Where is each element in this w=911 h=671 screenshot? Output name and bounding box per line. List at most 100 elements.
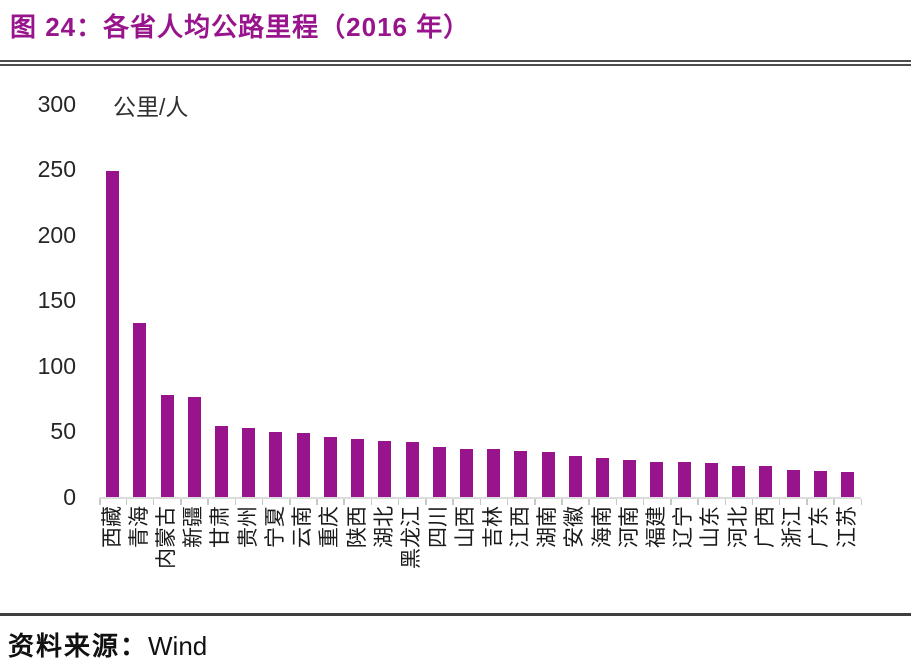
x-axis-label: 贵州: [236, 506, 260, 548]
title-divider: [0, 60, 911, 66]
y-axis-tick-label: 250: [37, 156, 76, 182]
y-axis-tick-label: 100: [37, 352, 76, 379]
category-cell: 贵州: [235, 104, 264, 548]
bar: [323, 436, 337, 497]
x-axis-label: 河南: [617, 506, 641, 548]
category-cell: 青海: [126, 104, 155, 548]
x-axis-label: 浙江: [781, 506, 805, 548]
category-cell: 广东: [807, 104, 836, 548]
x-axis-label: 江苏: [835, 506, 859, 548]
x-axis-label: 辽宁: [672, 506, 696, 548]
bar: [378, 440, 392, 497]
x-axis-label: 云南: [291, 506, 315, 548]
bar: [214, 426, 228, 497]
x-axis-label: 福建: [644, 506, 668, 548]
source-value: Wind: [148, 631, 208, 661]
source-label: 资料来源：: [8, 632, 149, 661]
x-axis-label: 陕西: [345, 506, 369, 548]
bar: [541, 452, 555, 497]
bar: [596, 457, 610, 497]
bar: [459, 448, 473, 497]
bar: [677, 461, 691, 497]
category-cell: 内蒙古: [153, 104, 182, 569]
bar: [106, 170, 120, 497]
category-cell: 山西: [453, 104, 482, 548]
category-cell: 河北: [725, 104, 754, 548]
category-cell: 江西: [507, 104, 536, 548]
bar: [242, 427, 256, 497]
x-axis-label: 四川: [427, 506, 451, 548]
category-cell: 西藏: [99, 104, 128, 548]
category-cell: 陕西: [344, 104, 373, 548]
x-axis-label: 河北: [726, 506, 750, 548]
bar: [786, 469, 800, 497]
x-axis-label: 新疆: [182, 506, 206, 548]
bar: [759, 465, 773, 497]
bar: [296, 432, 310, 497]
category-cell: 云南: [290, 104, 318, 548]
x-axis-label: 山东: [699, 506, 723, 548]
bar: [568, 456, 582, 497]
x-axis-label: 吉林: [481, 506, 505, 548]
bar: [487, 448, 501, 497]
x-axis-label: 湖北: [372, 506, 396, 548]
bar: [514, 451, 528, 497]
category-cell: 江苏: [834, 104, 863, 548]
category-cell: 湖北: [371, 104, 400, 548]
x-axis-label: 安徽: [563, 506, 587, 548]
category-cell: 浙江: [779, 104, 808, 548]
x-axis-label: 江西: [508, 506, 532, 548]
bar: [623, 460, 637, 497]
bar: [704, 462, 718, 497]
category-cell: 辽宁: [671, 104, 700, 548]
plot-area: 西藏 青海 内蒙古 新疆 甘肃 贵州 宁夏 云南 重庆 陕西 湖北 黑龙江 四川 山西 吉林 江西 湖南 安徽 海南…: [99, 104, 863, 569]
y-axis-unit-label: 公里/人: [113, 94, 189, 120]
x-axis-label: 重庆: [318, 506, 342, 548]
x-axis-label: 广西: [753, 506, 777, 548]
x-axis-label: 山西: [454, 506, 478, 548]
bar: [732, 465, 746, 497]
x-axis-label: 西藏: [100, 506, 124, 548]
category-cell: 福建: [643, 104, 672, 548]
x-axis-label: 内蒙古: [155, 506, 179, 569]
y-axis-tick-label: 0: [63, 483, 76, 510]
category-cell: 黑龙江: [398, 104, 427, 569]
x-axis-label: 广东: [808, 506, 832, 548]
category-cell: 甘肃: [208, 104, 237, 548]
y-axis-tick-label: 300: [37, 90, 76, 117]
bar: [133, 322, 147, 497]
bar: [650, 461, 664, 497]
x-axis-label: 甘肃: [209, 506, 233, 548]
x-axis-label: 海南: [590, 506, 614, 548]
bar: [269, 431, 283, 497]
category-cell: 湖南: [535, 104, 563, 548]
y-axis-tick-label: 200: [37, 221, 76, 248]
category-cell: 吉林: [480, 104, 509, 548]
bar: [841, 472, 855, 497]
bar: [351, 439, 365, 497]
category-cell: 重庆: [317, 104, 346, 548]
x-axis-label: 黑龙江: [400, 506, 424, 569]
category-cell: 山东: [698, 104, 727, 548]
x-axis-label: 青海: [127, 506, 151, 548]
bar: [160, 394, 174, 497]
source-note: 资料来源：Wind: [8, 626, 207, 663]
bar: [405, 441, 419, 497]
bar: [813, 470, 827, 497]
category-cell: 宁夏: [262, 104, 291, 548]
y-axis-tick-label: 50: [50, 418, 76, 444]
category-cell: 四川: [426, 104, 455, 548]
source-divider: [0, 613, 911, 616]
y-axis-tick-label: 150: [37, 287, 76, 313]
category-cell: 新疆: [181, 104, 210, 548]
bar: [187, 397, 201, 497]
category-cell: 海南: [589, 104, 618, 548]
category-cell: 广西: [752, 104, 781, 548]
category-cell: 河南: [616, 104, 645, 548]
x-axis-label: 湖南: [536, 506, 560, 548]
x-axis-label: 宁夏: [263, 506, 287, 548]
category-cell: 安徽: [562, 104, 591, 548]
bar: [432, 447, 446, 497]
figure-title: 图 24：各省人均公路里程（2016 年）: [10, 12, 471, 42]
